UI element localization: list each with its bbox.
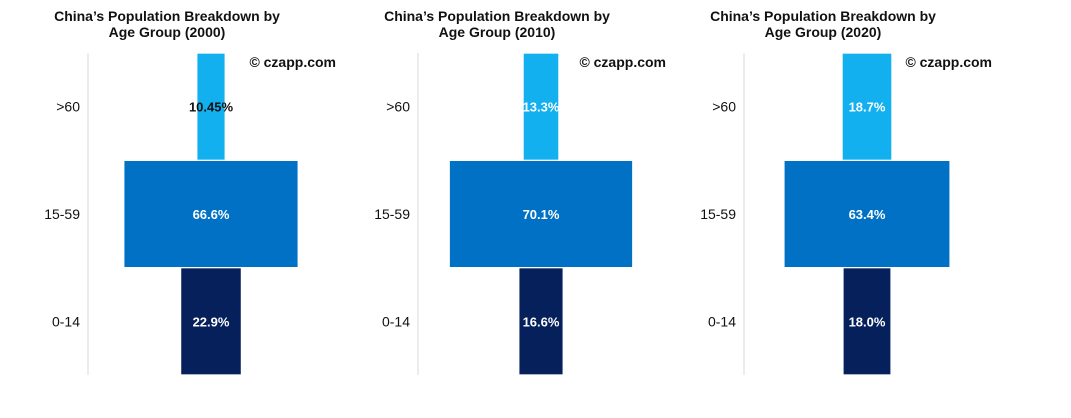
category-label: 0-14 bbox=[52, 313, 80, 329]
chart-title: China’s Population Breakdown by Age Grou… bbox=[330, 8, 664, 40]
chart-title-line: Age Group (2020) bbox=[764, 24, 882, 40]
chart-title-line: China’s Population Breakdown by bbox=[384, 8, 610, 24]
category-label: 15-59 bbox=[700, 206, 736, 222]
chart-panel: China’s Population Breakdown by Age Grou… bbox=[656, 0, 996, 418]
data-label: 63.4% bbox=[849, 207, 886, 222]
data-label: 18.0% bbox=[849, 314, 886, 329]
chart-title-line: China’s Population Breakdown by bbox=[710, 8, 936, 24]
bar bbox=[449, 161, 633, 267]
data-label: 22.9% bbox=[193, 314, 230, 329]
data-label: 18.7% bbox=[849, 100, 886, 115]
category-label: 15-59 bbox=[374, 206, 410, 222]
bar bbox=[181, 268, 241, 375]
bar bbox=[197, 53, 225, 160]
chart-title-line: Age Group (2000) bbox=[108, 24, 226, 40]
chart-title: China’s Population Breakdown by Age Grou… bbox=[0, 8, 334, 40]
chart-panel: China’s Population Breakdown by Age Grou… bbox=[330, 0, 670, 418]
category-label: >60 bbox=[56, 99, 80, 115]
category-label: 0-14 bbox=[708, 313, 736, 329]
bar bbox=[784, 161, 950, 267]
data-label: 10.45% bbox=[189, 100, 234, 115]
chart-title: China’s Population Breakdown by Age Grou… bbox=[656, 8, 990, 40]
chart-title-line: Age Group (2010) bbox=[438, 24, 556, 40]
data-label: 70.1% bbox=[523, 207, 560, 222]
chart-plot: >60 18.7% 15-59 63.4% 0-14 18.0% © czapp.com bbox=[700, 53, 992, 375]
watermark: © czapp.com bbox=[905, 54, 992, 70]
category-label: 0-14 bbox=[382, 313, 410, 329]
chart-plot: >60 13.3% 15-59 70.1% 0-14 16.6% © czapp.com bbox=[374, 53, 666, 375]
chart-plot: >60 10.45% 15-59 66.6% 0-14 22.9% © czapp.com bbox=[44, 53, 336, 375]
bar bbox=[523, 53, 559, 160]
chart-panel: China’s Population Breakdown by Age Grou… bbox=[0, 0, 340, 418]
category-label: >60 bbox=[386, 99, 410, 115]
category-label: 15-59 bbox=[44, 206, 80, 222]
bar bbox=[519, 268, 563, 375]
data-label: 66.6% bbox=[193, 207, 230, 222]
bar bbox=[842, 53, 892, 160]
watermark: © czapp.com bbox=[249, 54, 336, 70]
watermark: © czapp.com bbox=[579, 54, 666, 70]
data-label: 13.3% bbox=[523, 100, 560, 115]
bar bbox=[843, 268, 891, 375]
bar bbox=[124, 161, 298, 267]
chart-title-line: China’s Population Breakdown by bbox=[54, 8, 280, 24]
category-label: >60 bbox=[712, 99, 736, 115]
data-label: 16.6% bbox=[523, 314, 560, 329]
